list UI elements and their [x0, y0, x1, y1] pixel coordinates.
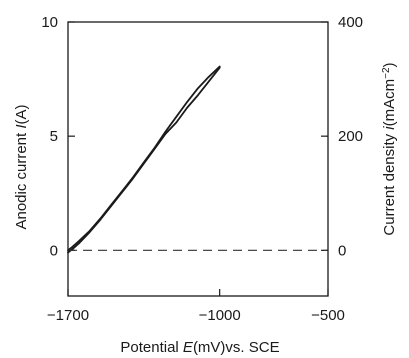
- y-left-axis-label: Anodic current I(A): [13, 104, 30, 229]
- ticks-layer: [67, 21, 329, 296]
- axis-label-part: (A): [13, 104, 30, 124]
- axis-label-part: Current density: [381, 130, 398, 236]
- y-right-axis-label: Current density i(mAcm−2): [381, 62, 399, 235]
- x-tick-label: −1700: [47, 307, 89, 324]
- y-left-tick-label: 0: [50, 242, 58, 259]
- axis-label-part: i: [381, 126, 398, 130]
- y-left-tick-label: 5: [50, 128, 58, 145]
- plot-frame: [67, 21, 329, 297]
- axis-label-part: Anodic current: [13, 129, 30, 230]
- axis-label-part: I: [13, 124, 30, 128]
- axis-label-part: (mV)vs. SCE: [193, 339, 280, 356]
- axis-label-part: ): [381, 62, 398, 67]
- y-right-tick-label: 400: [338, 14, 363, 31]
- axis-label-part: E: [183, 339, 194, 356]
- series-layer: [67, 65, 221, 254]
- series-line-1: [67, 66, 221, 254]
- y-right-tick-label: 200: [338, 128, 363, 145]
- labels-layer: −1700 −1000 −500 0 5 10 0 200 400 Potential E(mV)…: [13, 14, 398, 356]
- axis-label-part: Potential: [120, 339, 183, 356]
- axis-label-part: (mAcm: [381, 79, 398, 127]
- y-left-tick-label: 10: [41, 14, 58, 31]
- y-right-tick-label: 0: [338, 242, 346, 259]
- x-tick-label: −1000: [199, 307, 241, 324]
- series-line-2: [67, 65, 221, 252]
- axis-label-part: −2: [381, 67, 392, 79]
- x-tick-label: −500: [311, 307, 345, 324]
- x-axis-label: Potential E(mV)vs. SCE: [120, 339, 279, 356]
